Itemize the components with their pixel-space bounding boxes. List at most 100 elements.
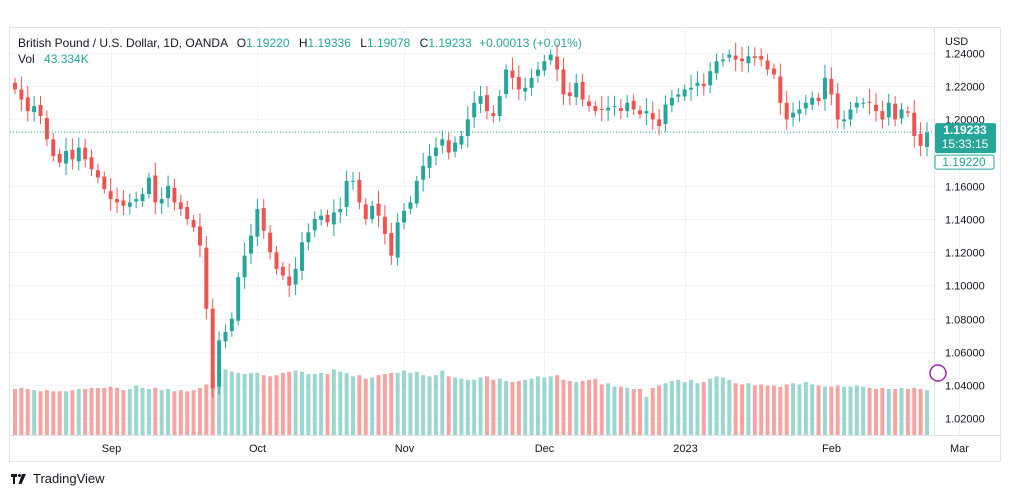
volume-bar xyxy=(548,376,553,435)
y-tick-label: 1.06000 xyxy=(945,348,985,360)
volume-bar xyxy=(829,386,834,435)
y-tick-label: 1.22000 xyxy=(945,82,985,94)
candle-body xyxy=(140,194,145,202)
volume-bar xyxy=(357,375,362,435)
volume-bar xyxy=(83,389,88,435)
volume-bar xyxy=(25,389,30,435)
volume-bar xyxy=(153,387,158,435)
volume-bar xyxy=(784,384,789,435)
volume-bar xyxy=(236,372,241,435)
candle-body xyxy=(676,94,681,97)
y-tick-label: 1.24000 xyxy=(945,49,985,61)
candlestick-chart[interactable]: USD 1.240001.220001.200001.160001.140001… xyxy=(10,28,1002,463)
volume-bar xyxy=(465,379,470,435)
volume-bar xyxy=(874,389,878,435)
candle-body xyxy=(867,101,872,103)
volume-bar xyxy=(746,383,751,435)
candle-body xyxy=(510,70,515,78)
candle-body xyxy=(102,176,107,190)
time-axis[interactable]: Sep Oct Nov Dec 2023 Feb Mar xyxy=(102,443,970,455)
scroll-marker[interactable] xyxy=(929,364,947,382)
volume-bar xyxy=(159,390,164,435)
volume-bar xyxy=(370,377,375,435)
volume-bar xyxy=(287,371,292,435)
volume-bar xyxy=(682,382,687,435)
candle-body xyxy=(695,82,700,86)
volume-bar xyxy=(268,376,273,435)
scroll-marker-circle[interactable] xyxy=(929,364,947,382)
candle-body xyxy=(625,102,630,112)
candle-body xyxy=(166,185,171,199)
volume-bar xyxy=(70,390,75,435)
volume-bar xyxy=(191,390,196,435)
volume-bar xyxy=(867,387,872,435)
volume-bar xyxy=(625,387,630,435)
volume-row: Vol 43.334K xyxy=(18,51,582,67)
tradingview-footer[interactable]: TradingView xyxy=(10,471,105,486)
candle-body xyxy=(842,119,847,122)
candle-body xyxy=(861,102,866,104)
change-value: +0.00013 (+0.01%) xyxy=(479,36,582,50)
candle-body xyxy=(351,180,355,182)
candle-body xyxy=(791,112,796,118)
candle-body xyxy=(38,105,43,117)
candle-body xyxy=(663,104,668,125)
volume-bar xyxy=(44,390,49,435)
candle-body xyxy=(874,104,878,112)
volume-bar xyxy=(280,372,285,435)
candle-body xyxy=(925,132,929,147)
symbol-title[interactable]: British Pound / U.S. Dollar, 1D, OANDA xyxy=(18,36,228,50)
candle-body xyxy=(523,87,528,92)
volume-bar xyxy=(57,391,62,435)
volume-bar xyxy=(146,389,151,435)
x-tick-label: Oct xyxy=(249,443,266,455)
candle-body xyxy=(650,113,655,120)
candle-body xyxy=(83,147,88,160)
x-tick-label: Mar xyxy=(950,443,969,455)
volume-bar xyxy=(720,377,725,435)
candle-body xyxy=(835,93,840,120)
volume-bar xyxy=(523,379,528,435)
volume-bar xyxy=(535,376,540,435)
open-label: O xyxy=(236,36,247,50)
volume-bar xyxy=(197,387,202,435)
candle-body xyxy=(453,142,458,152)
high-label: H xyxy=(298,36,308,50)
candle-body xyxy=(357,179,362,203)
candle-body xyxy=(465,119,470,136)
y-tick-label: 1.10000 xyxy=(945,281,985,293)
candle-body xyxy=(880,111,885,120)
candle-body xyxy=(472,102,477,118)
candle-body xyxy=(255,209,260,237)
candle-body xyxy=(587,101,591,107)
candle-body xyxy=(618,108,623,112)
volume-bar xyxy=(740,384,745,435)
volume-bar xyxy=(376,375,381,435)
candle-body xyxy=(433,147,438,156)
candle-body xyxy=(25,97,30,112)
candle-body xyxy=(478,96,483,104)
candle-body xyxy=(459,135,464,145)
candle-body xyxy=(389,232,394,256)
volume-bar xyxy=(618,386,623,435)
candle-body xyxy=(210,308,215,389)
candle-body xyxy=(395,222,400,258)
volume-bar xyxy=(663,383,668,435)
volume-label[interactable]: Vol xyxy=(18,52,35,66)
candle-body xyxy=(293,268,298,285)
volume-bar xyxy=(791,383,796,435)
candle-body xyxy=(657,119,662,127)
y-tick-label: 1.04000 xyxy=(945,381,985,393)
candle-body xyxy=(446,140,451,153)
candle-body xyxy=(727,54,732,58)
volume-bar xyxy=(727,379,732,435)
candle-body xyxy=(127,202,132,207)
candle-body xyxy=(491,113,496,117)
price-axis[interactable]: 1.240001.220001.200001.160001.140001.120… xyxy=(945,49,985,426)
volume-bar xyxy=(319,372,324,435)
volume-bar xyxy=(185,391,190,435)
candle-body xyxy=(306,232,311,243)
candle-body xyxy=(287,276,292,286)
candle-body xyxy=(567,92,572,97)
volume-bar xyxy=(925,390,929,435)
